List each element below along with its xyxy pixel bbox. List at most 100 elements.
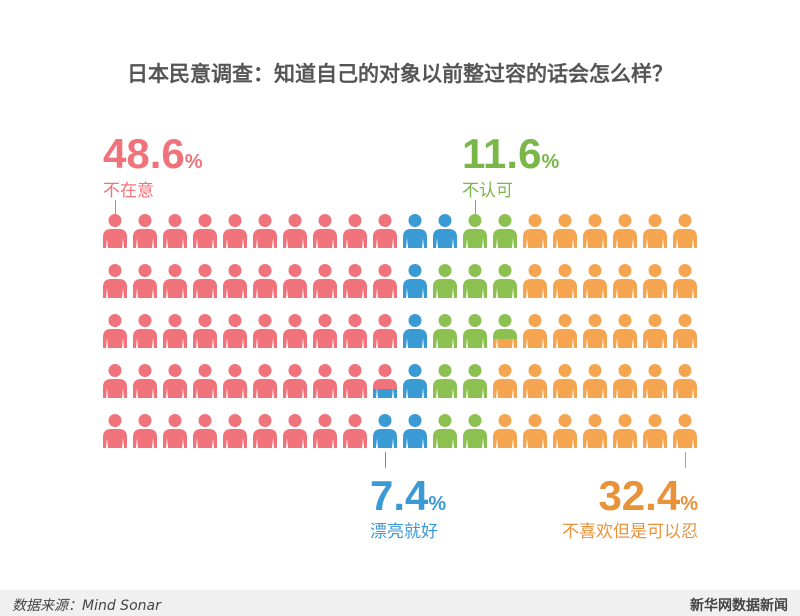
person-icon <box>493 364 517 398</box>
person-icon <box>643 414 667 448</box>
series-label-blue: 漂亮就好 <box>370 522 438 542</box>
person-icon <box>433 214 457 248</box>
person-icon <box>373 314 397 348</box>
person-icon <box>553 364 577 398</box>
person-icon <box>523 214 547 248</box>
person-icon <box>103 314 127 348</box>
person-icon <box>373 364 397 398</box>
person-icon <box>583 264 607 298</box>
pct-label-green: 11.6% <box>462 130 560 177</box>
person-icon <box>613 264 637 298</box>
person-icon <box>343 214 367 248</box>
person-icon <box>643 264 667 298</box>
person-icon <box>163 314 187 348</box>
person-icon <box>523 364 547 398</box>
person-icon <box>133 264 157 298</box>
person-icon <box>643 364 667 398</box>
person-icon <box>283 364 307 398</box>
person-icon <box>253 314 277 348</box>
leader-line-orange <box>685 452 686 468</box>
person-icon <box>553 414 577 448</box>
person-icon <box>493 414 517 448</box>
person-icon <box>343 414 367 448</box>
pct-label-red: 48.6% <box>103 130 203 177</box>
person-icon <box>313 414 337 448</box>
person-icon <box>613 364 637 398</box>
person-icon <box>223 364 247 398</box>
leader-line-green <box>475 200 476 214</box>
person-icon <box>313 314 337 348</box>
brand-text: 新华网数据新闻 <box>690 598 788 614</box>
person-icon <box>373 214 397 248</box>
person-icon <box>523 414 547 448</box>
person-icon <box>463 214 487 248</box>
person-icon <box>673 314 697 348</box>
person-icon <box>433 264 457 298</box>
person-icon <box>103 414 127 448</box>
person-icon <box>253 264 277 298</box>
person-icon <box>133 414 157 448</box>
person-icon <box>163 414 187 448</box>
person-icon <box>193 414 217 448</box>
person-icon <box>223 414 247 448</box>
person-icon <box>403 264 427 298</box>
person-icon <box>673 414 697 448</box>
person-icon <box>313 264 337 298</box>
person-icon <box>433 314 457 348</box>
person-icon <box>283 214 307 248</box>
person-icon <box>283 314 307 348</box>
person-icon <box>433 414 457 448</box>
person-icon <box>253 364 277 398</box>
person-icon <box>253 214 277 248</box>
person-icon <box>463 264 487 298</box>
person-icon <box>643 314 667 348</box>
person-icon <box>523 314 547 348</box>
person-icon <box>163 264 187 298</box>
person-icon <box>133 364 157 398</box>
person-icon <box>493 264 517 298</box>
person-icon <box>523 264 547 298</box>
person-icon <box>583 364 607 398</box>
pct-label-orange: 32.4% <box>598 472 698 519</box>
person-icon <box>583 214 607 248</box>
person-icon <box>223 214 247 248</box>
person-icon <box>103 364 127 398</box>
person-icon <box>403 364 427 398</box>
person-icon <box>373 264 397 298</box>
person-icon <box>493 214 517 248</box>
person-icon <box>463 364 487 398</box>
pct-label-blue: 7.4% <box>370 472 447 519</box>
person-icon <box>343 314 367 348</box>
person-icon <box>673 264 697 298</box>
person-icon <box>373 414 397 448</box>
series-label-orange: 不喜欢但是可以忍 <box>562 522 698 542</box>
person-icon <box>463 314 487 348</box>
person-icon <box>343 264 367 298</box>
person-icon <box>193 214 217 248</box>
person-icon <box>343 364 367 398</box>
person-icon <box>103 214 127 248</box>
person-icon <box>553 214 577 248</box>
person-icon <box>133 214 157 248</box>
person-icon <box>283 264 307 298</box>
person-icon <box>193 314 217 348</box>
person-icon <box>403 214 427 248</box>
series-label-red: 不在意 <box>103 181 154 201</box>
person-icon <box>433 364 457 398</box>
person-icon <box>193 364 217 398</box>
series-label-green: 不认可 <box>462 181 513 201</box>
person-icon <box>463 414 487 448</box>
person-icon <box>673 214 697 248</box>
person-icon <box>313 364 337 398</box>
person-icon <box>223 314 247 348</box>
person-icon <box>493 314 517 348</box>
person-icon <box>403 314 427 348</box>
person-icon <box>613 214 637 248</box>
person-icon <box>163 214 187 248</box>
chart-title: 日本民意调查：知道自己的对象以前整过容的话会怎么样？ <box>127 62 673 86</box>
person-icon <box>613 414 637 448</box>
person-icon <box>583 314 607 348</box>
leader-line-red <box>115 200 116 214</box>
person-icon <box>403 414 427 448</box>
